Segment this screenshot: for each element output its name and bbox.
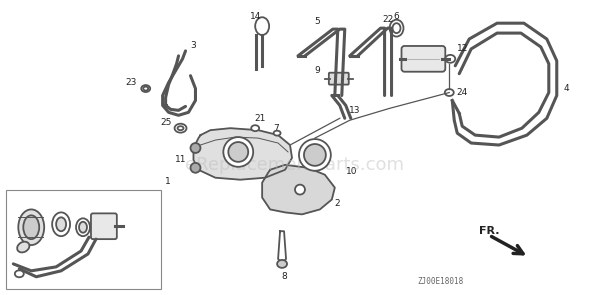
Text: 16: 16 [25, 242, 37, 252]
Text: 23: 23 [125, 78, 136, 87]
Text: 6: 6 [394, 12, 399, 21]
Ellipse shape [255, 17, 269, 35]
Ellipse shape [191, 163, 201, 173]
Ellipse shape [76, 218, 90, 236]
Ellipse shape [392, 23, 401, 33]
Text: 4: 4 [564, 84, 569, 93]
Ellipse shape [299, 139, 331, 171]
Ellipse shape [15, 270, 24, 277]
Text: 10: 10 [346, 167, 358, 176]
Ellipse shape [175, 124, 186, 133]
Text: 9: 9 [314, 66, 320, 75]
FancyBboxPatch shape [402, 46, 445, 72]
Text: 17: 17 [9, 213, 21, 222]
Ellipse shape [274, 131, 281, 136]
Ellipse shape [143, 86, 148, 91]
Text: 15: 15 [113, 205, 124, 214]
Ellipse shape [191, 143, 201, 153]
Ellipse shape [251, 125, 259, 131]
FancyBboxPatch shape [91, 213, 117, 239]
Text: 20: 20 [18, 279, 29, 288]
Text: 18: 18 [45, 208, 57, 217]
Text: 13: 13 [349, 106, 360, 115]
Text: 22: 22 [382, 15, 393, 24]
Text: 24: 24 [457, 88, 468, 97]
Ellipse shape [18, 209, 44, 245]
Text: 12: 12 [457, 45, 468, 53]
Ellipse shape [295, 185, 305, 195]
Polygon shape [194, 128, 292, 180]
Ellipse shape [445, 89, 454, 96]
FancyBboxPatch shape [329, 73, 349, 85]
Text: eReplacementParts.com: eReplacementParts.com [185, 156, 405, 174]
Text: 14: 14 [250, 12, 261, 21]
Ellipse shape [304, 144, 326, 166]
Ellipse shape [79, 222, 87, 233]
Ellipse shape [17, 242, 30, 253]
Text: FR.: FR. [479, 226, 500, 236]
Ellipse shape [141, 85, 150, 92]
Text: 19: 19 [65, 210, 77, 219]
Ellipse shape [23, 215, 39, 239]
Ellipse shape [277, 260, 287, 268]
Ellipse shape [228, 142, 248, 162]
Text: 8: 8 [281, 272, 287, 281]
Text: 3: 3 [191, 42, 196, 50]
Polygon shape [262, 165, 335, 214]
Text: 11: 11 [175, 155, 186, 164]
Text: 21: 21 [254, 114, 266, 123]
Ellipse shape [52, 212, 70, 236]
Text: 25: 25 [160, 118, 171, 127]
Ellipse shape [56, 217, 66, 231]
Text: 5: 5 [314, 17, 320, 26]
Text: 2: 2 [334, 199, 340, 208]
Ellipse shape [445, 55, 455, 63]
Ellipse shape [224, 137, 253, 167]
Ellipse shape [389, 20, 404, 37]
Ellipse shape [178, 126, 183, 130]
Text: ZJ00E18018: ZJ00E18018 [417, 277, 464, 286]
Text: 7: 7 [273, 124, 279, 133]
Text: 1: 1 [165, 177, 171, 186]
Bar [6, 190, 160, 289]
